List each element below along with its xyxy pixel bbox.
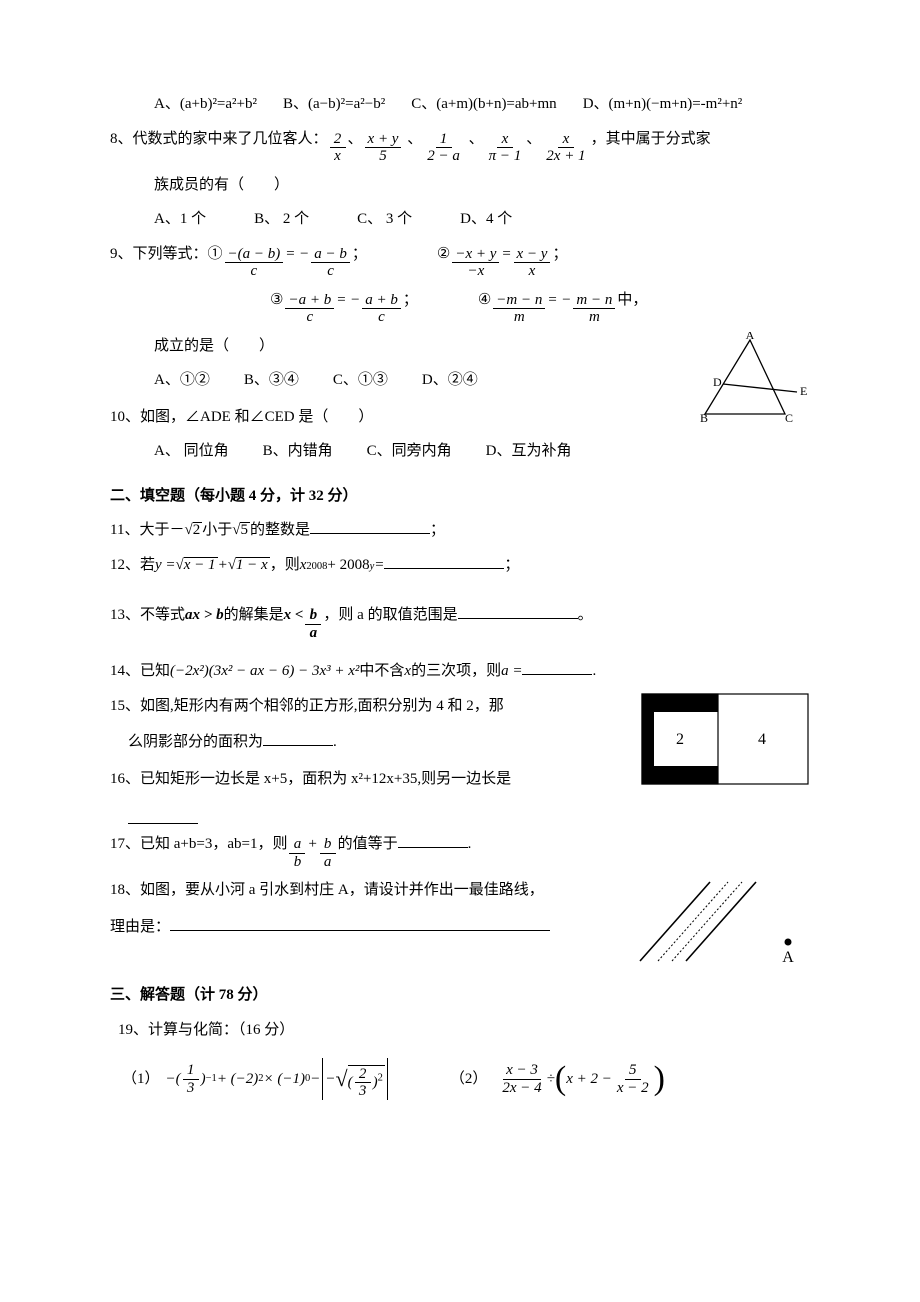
q15-l2: 么阴影部分的面积为 .: [110, 728, 632, 757]
svg-text:B: B: [700, 411, 708, 425]
opt-d: D、4 个: [460, 205, 512, 234]
opt-c: C、(a+m)(b+n)=ab+mn: [411, 90, 556, 119]
opt-a: A、①②: [154, 366, 210, 395]
q13: 13、不等式 ax > b 的解集是 x < ba ，则 a 的取值范围是 。: [110, 601, 810, 641]
q14: 14、已知 (−2x²)(3x² − ax − 6) − 3x³ + x² 中不…: [110, 657, 810, 686]
fill-blank[interactable]: [263, 731, 333, 746]
fill-blank[interactable]: [310, 519, 430, 534]
q10-options: A、 同位角 B、内错角 C、同旁内角 D、互为补角: [110, 437, 682, 466]
opt-c: C、 3 个: [357, 205, 412, 234]
frac-1: 2x: [330, 131, 346, 165]
q9-line2: ③ −a + bc = − a + bc ； ④ −m − nm = − m −…: [110, 286, 810, 326]
q9-q10-block: 成立的是（ ） A、①② B、③④ C、①③ D、②④ 10、如图，∠ADE 和…: [110, 332, 810, 472]
q17: 17、已知 a+b=3，ab=1，则 ab + ba 的值等于 .: [110, 830, 810, 870]
opt-b: B、内错角: [263, 437, 333, 466]
opt-d: D、(m+n)(−m+n)=-m²+n²: [583, 90, 743, 119]
q8-options: A、1 个 B、 2 个 C、 3 个 D、4 个: [110, 205, 810, 234]
squares-figure: 2 4: [640, 692, 810, 787]
fill-blank[interactable]: [170, 916, 550, 931]
svg-text:4: 4: [758, 731, 766, 748]
opt-b: B、③④: [244, 366, 299, 395]
svg-text:E: E: [800, 384, 807, 398]
fill-blank[interactable]: [522, 660, 592, 675]
opt-c: C、①③: [333, 366, 388, 395]
opt-a: A、1 个: [154, 205, 206, 234]
q8-line2: 族成员的有（ ）: [110, 171, 810, 200]
q18-block: 18、如图，要从小河 a 引水到村庄 A，请设计并作出一最佳路线， 理由是： A: [110, 876, 810, 971]
q9-line1: 9、下列等式：① −(a − b)c = − a − bc ； ② −x + y…: [110, 240, 810, 280]
section-3-title: 三、解答题（计 78 分）: [110, 981, 810, 1010]
opt-a: A、 同位角: [154, 437, 229, 466]
opt-b: B、(a−b)²=a²−b²: [283, 90, 385, 119]
svg-text:A: A: [746, 332, 755, 342]
frac-4: xπ − 1: [486, 131, 525, 165]
opt-c: C、同旁内角: [367, 437, 452, 466]
svg-text:D: D: [713, 375, 722, 389]
section-2-title: 二、填空题（每小题 4 分，计 32 分）: [110, 482, 810, 511]
q18-l1: 18、如图，要从小河 a 引水到村庄 A，请设计并作出一最佳路线，: [110, 876, 622, 905]
q8-suffix: ，其中属于分式家: [591, 125, 711, 154]
q9-line3: 成立的是（ ）: [110, 332, 682, 361]
frac-2: x + y5: [365, 131, 402, 165]
q9-options: A、①② B、③④ C、①③ D、②④: [110, 366, 682, 395]
q19-title: 19、计算与化简：（16 分）: [110, 1016, 810, 1045]
opt-d: D、互为补角: [486, 437, 572, 466]
q15-q16-block: 15、如图,矩形内有两个相邻的正方形,面积分别为 4 和 2，那 么阴影部分的面…: [110, 692, 810, 800]
q18-l2: 理由是：: [110, 913, 622, 942]
fill-blank[interactable]: [458, 604, 578, 619]
svg-text:A: A: [782, 949, 794, 966]
frac-3: 12 − a: [424, 131, 463, 165]
q8: 8、代数式的家中来了几位客人： 2x 、 x + y5 、 12 − a 、 x…: [110, 125, 810, 165]
q10: 10、如图，∠ADE 和∠CED 是（ ）: [110, 403, 682, 432]
q15-l1: 15、如图,矩形内有两个相邻的正方形,面积分别为 4 和 2，那: [110, 692, 632, 721]
q7-options: A、(a+b)²=a²+b² B、(a−b)²=a²−b² C、(a+m)(b+…: [110, 90, 810, 119]
opt-a: A、(a+b)²=a²+b²: [154, 90, 257, 119]
triangle-figure: A B C D E: [690, 332, 810, 432]
fill-blank[interactable]: [384, 554, 504, 569]
q16-blank: [110, 809, 810, 824]
river-figure: A: [630, 876, 810, 971]
svg-text:2: 2: [676, 731, 684, 748]
q19-problems: （1） −( 13 )−1 + (−2)2 × (−1)0 − − √(23)2…: [110, 1058, 810, 1100]
frac-5: x2x + 1: [543, 131, 588, 165]
opt-d: D、②④: [422, 366, 478, 395]
opt-b: B、 2 个: [254, 205, 309, 234]
fill-blank[interactable]: [128, 809, 198, 824]
svg-text:C: C: [785, 411, 793, 425]
q12: 12、若 y = √x − 1 + √1 − x ，则 x2008 + 2008…: [110, 551, 810, 580]
fill-blank[interactable]: [398, 833, 468, 848]
q8-prefix: 8、代数式的家中来了几位客人：: [110, 125, 328, 154]
q16-l1: 16、已知矩形一边长是 x+5，面积为 x²+12x+35,则另一边长是: [110, 765, 632, 794]
q11: 11、大于－ √2 小于 √5 的整数是 ；: [110, 516, 810, 545]
